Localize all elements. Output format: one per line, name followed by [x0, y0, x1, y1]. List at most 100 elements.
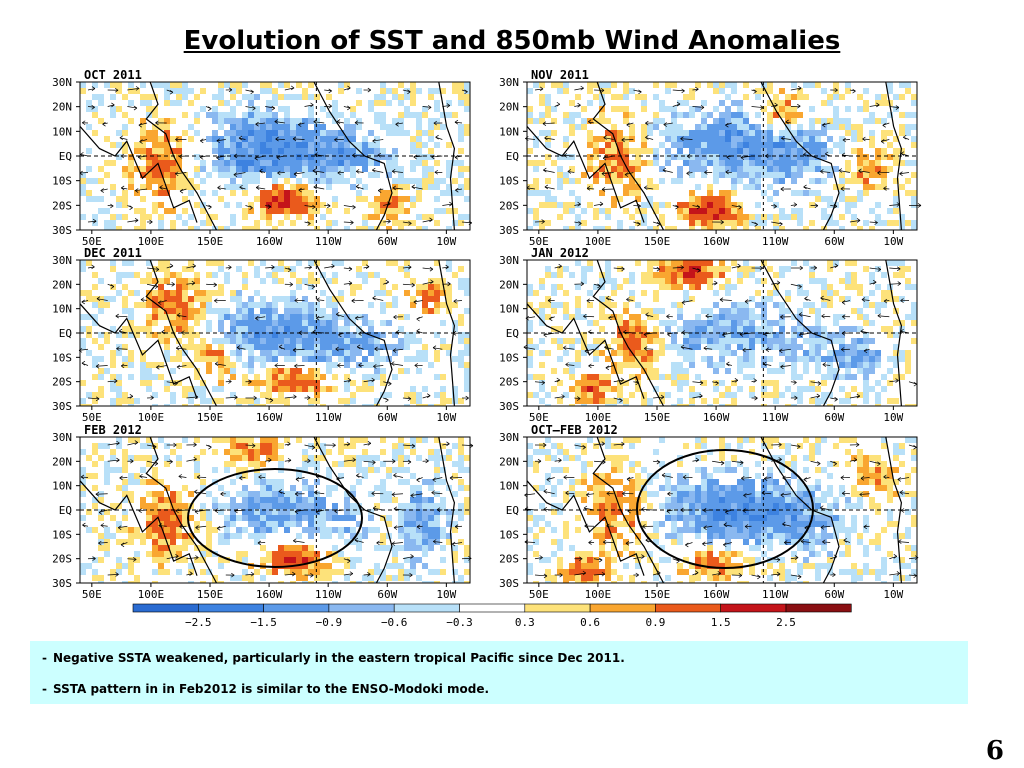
anomaly-cell [248, 160, 254, 166]
anomaly-cell [314, 527, 320, 533]
anomaly-cell [539, 94, 545, 100]
anomaly-cell [797, 160, 803, 166]
anomaly-cell [416, 527, 422, 533]
anomaly-cell [410, 296, 416, 302]
anomaly-cell [587, 160, 593, 166]
anomaly-cell [314, 196, 320, 202]
anomaly-cell [689, 202, 695, 208]
anomaly-cell [737, 100, 743, 106]
anomaly-cell [116, 539, 122, 545]
anomaly-cell [110, 160, 116, 166]
anomaly-cell [617, 338, 623, 344]
wind-arrowhead [558, 263, 562, 269]
anomaly-cell [665, 284, 671, 290]
wind-arrowhead [335, 346, 339, 352]
anomaly-cell [230, 455, 236, 461]
anomaly-cell [797, 314, 803, 320]
anomaly-cell [104, 473, 110, 479]
anomaly-cell [428, 515, 434, 521]
wind-vector [645, 137, 654, 140]
anomaly-cell [725, 82, 731, 88]
anomaly-cell [128, 362, 134, 368]
anomaly-cell [224, 100, 230, 106]
anomaly-cell [308, 380, 314, 386]
anomaly-cell [761, 380, 767, 386]
anomaly-cell [797, 392, 803, 398]
anomaly-cell [110, 374, 116, 380]
anomaly-cell [266, 214, 272, 220]
anomaly-cell [785, 214, 791, 220]
anomaly-cell [611, 284, 617, 290]
anomaly-cell [647, 374, 653, 380]
anomaly-cell [152, 308, 158, 314]
anomaly-cell [527, 350, 533, 356]
anomaly-cell [719, 82, 725, 88]
anomaly-cell [623, 208, 629, 214]
anomaly-cell [773, 272, 779, 278]
anomaly-cell [392, 284, 398, 290]
anomaly-cell [380, 374, 386, 380]
anomaly-cell [653, 290, 659, 296]
wind-arrowhead [293, 171, 298, 177]
anomaly-cell [869, 136, 875, 142]
anomaly-cell [689, 106, 695, 112]
anomaly-cell [242, 226, 248, 230]
anomaly-cell [140, 302, 146, 308]
anomaly-cell [422, 509, 428, 515]
anomaly-cell [116, 130, 122, 136]
anomaly-cell [254, 497, 260, 503]
anomaly-cell [236, 404, 242, 406]
anomaly-cell [326, 527, 332, 533]
anomaly-cell [236, 290, 242, 296]
anomaly-cell [881, 178, 887, 184]
anomaly-cell [899, 112, 905, 118]
anomaly-cell [122, 461, 128, 467]
wind-arrowhead [666, 314, 670, 319]
anomaly-cell [458, 148, 464, 154]
wind-vector [790, 283, 802, 287]
anomaly-cell [380, 94, 386, 100]
anomaly-cell [833, 350, 839, 356]
anomaly-cell [284, 332, 290, 338]
anomaly-cell [260, 82, 266, 88]
anomaly-cell [881, 374, 887, 380]
wind-vector [392, 170, 403, 173]
anomaly-cell [374, 455, 380, 461]
anomaly-cell [284, 154, 290, 160]
anomaly-cell [641, 106, 647, 112]
wind-vector [236, 347, 246, 350]
anomaly-cell [152, 509, 158, 515]
anomaly-cell [146, 503, 152, 509]
lat-tick-label: EQ [506, 150, 519, 163]
anomaly-cell [86, 100, 92, 106]
anomaly-cell [725, 314, 731, 320]
anomaly-cell [464, 374, 470, 380]
anomaly-cell [98, 308, 104, 314]
wind-arrowhead [429, 217, 433, 223]
anomaly-cell [170, 539, 176, 545]
anomaly-cell [575, 314, 581, 320]
anomaly-cell [380, 118, 386, 124]
anomaly-cell [308, 497, 314, 503]
anomaly-cell [110, 220, 116, 226]
anomaly-cell [188, 284, 194, 290]
anomaly-cell [308, 136, 314, 142]
anomaly-cell [122, 260, 128, 266]
anomaly-cell [224, 130, 230, 136]
anomaly-cell [134, 290, 140, 296]
anomaly-cell [116, 82, 122, 88]
anomaly-cell [410, 386, 416, 392]
wind-vector [422, 267, 433, 270]
anomaly-cell [464, 332, 470, 338]
anomaly-cell [545, 106, 551, 112]
anomaly-cell [320, 142, 326, 148]
anomaly-cell [218, 344, 224, 350]
anomaly-cell [86, 326, 92, 332]
wind-arrowhead [586, 298, 591, 304]
anomaly-cell [725, 118, 731, 124]
wind-arrowhead [114, 378, 118, 384]
anomaly-cell [350, 314, 356, 320]
anomaly-cell [641, 368, 647, 374]
anomaly-cell [314, 172, 320, 178]
anomaly-cell [695, 332, 701, 338]
